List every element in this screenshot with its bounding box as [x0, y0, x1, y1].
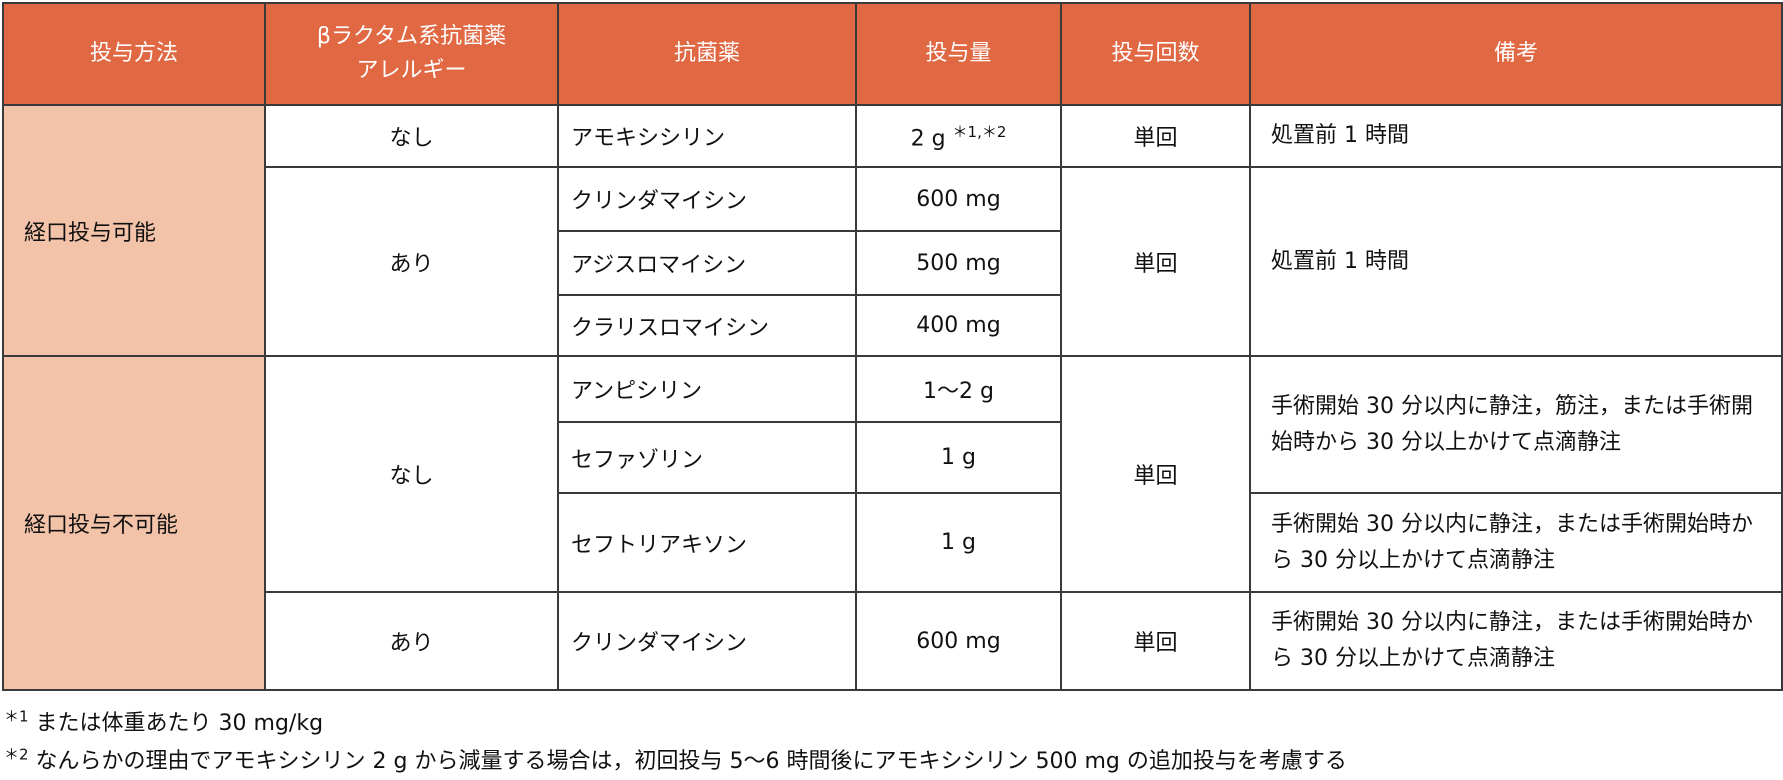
dose-cell: 600 mg	[855, 591, 1062, 691]
dose-cell: 1 g	[855, 492, 1062, 593]
count-cell: 単回	[1060, 355, 1251, 593]
antibiotic-prophylaxis-table: 投与方法 βラクタム系抗菌薬 アレルギー 抗菌薬 投与量 投与回数 備考 経口投与…	[2, 2, 1783, 691]
dose-cell: 2 g ＊1,＊2	[855, 104, 1062, 168]
note-cell: 手術開始 30 分以内に静注，筋注，または手術開始時から 30 分以上かけて点滴…	[1249, 355, 1783, 494]
note-cell: 手術開始 30 分以内に静注，または手術開始時から 30 分以上かけて点滴静注	[1249, 492, 1783, 593]
dose-cell: 400 mg	[855, 294, 1062, 357]
method-nonoral: 経口投与不可能	[2, 355, 266, 691]
drug-cell: セファゾリン	[557, 421, 857, 494]
count-cell: 単回	[1060, 166, 1251, 357]
drug-cell: アンピシリン	[557, 355, 857, 423]
drug-cell: アモキシシリン	[557, 104, 857, 168]
table-row: セフトリアキソン 1 g 手術開始 30 分以内に静注，または手術開始時から 3…	[3, 492, 1783, 593]
note-cell: 処置前 1 時間	[1249, 104, 1783, 168]
table-row: セファゾリン 1 g	[3, 421, 1782, 494]
allergy-cell: なし	[264, 104, 559, 168]
note-cell: 処置前 1 時間	[1249, 166, 1783, 357]
header-allergy: βラクタム系抗菌薬 アレルギー	[264, 2, 559, 106]
allergy-cell: あり	[264, 166, 559, 357]
table-row: アジスロマイシン 500 mg	[3, 230, 1782, 296]
header-row: 投与方法 βラクタム系抗菌薬 アレルギー 抗菌薬 投与量 投与回数 備考	[2, 2, 1783, 106]
drug-cell: クラリスロマイシン	[557, 294, 857, 357]
dose-cell: 500 mg	[855, 230, 1062, 296]
drug-cell: セフトリアキソン	[557, 492, 857, 593]
drug-cell: クリンダマイシン	[557, 166, 857, 232]
footnote-2: ＊2 なんらかの理由でアモキシシリン 2 g から減量する場合は，初回投与 5〜…	[4, 745, 1347, 774]
table-row: あり クリンダマイシン 600 mg 単回 手術開始 30 分以内に静注，または…	[3, 591, 1783, 691]
table-row: 経口投与可能 なし アモキシシリン 2 g ＊1,＊2 単回 処置前 1 時間	[2, 104, 1783, 357]
dose-cell: 1〜2 g	[855, 355, 1062, 423]
header-dose: 投与量	[855, 2, 1062, 106]
header-note: 備考	[1249, 2, 1783, 106]
note-cell: 手術開始 30 分以内に静注，または手術開始時から 30 分以上かけて点滴静注	[1249, 591, 1783, 691]
dose-cell: 600 mg	[855, 166, 1062, 232]
header-method: 投与方法	[2, 2, 266, 106]
allergy-cell: なし	[264, 355, 559, 593]
drug-cell: クリンダマイシン	[557, 591, 857, 691]
table-row: 経口投与不可能 なし アンピシリン 1〜2 g 単回 手術開始 30 分以内に静…	[2, 355, 1783, 691]
footnote-1: ＊1 または体重あたり 30 mg/kg	[4, 707, 324, 736]
dose-cell: 1 g	[855, 421, 1062, 494]
allergy-cell: あり	[264, 591, 559, 691]
method-oral: 経口投与可能	[2, 104, 266, 357]
count-cell: 単回	[1060, 591, 1251, 691]
header-drug: 抗菌薬	[557, 2, 857, 106]
table-row: クラリスロマイシン 400 mg	[3, 294, 1782, 357]
drug-cell: アジスロマイシン	[557, 230, 857, 296]
header-count: 投与回数	[1060, 2, 1251, 106]
count-cell: 単回	[1060, 104, 1251, 168]
table-row: あり クリンダマイシン 600 mg 単回 処置前 1 時間	[3, 166, 1783, 357]
